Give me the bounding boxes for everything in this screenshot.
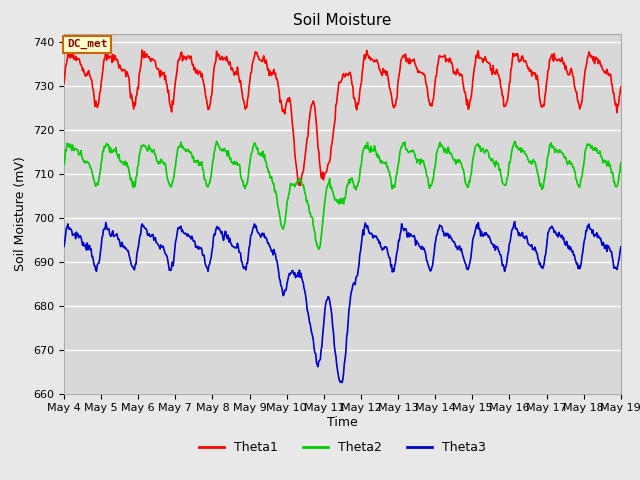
Theta2	[412, 155, 419, 161]
Legend: Theta1, Theta2, Theta3: Theta1, Theta2, Theta3	[194, 436, 491, 459]
Theta2	[214, 141, 222, 147]
Theta3	[338, 380, 346, 385]
Theta3	[428, 267, 435, 273]
Theta2	[617, 160, 625, 166]
Text: DC_met: DC_met	[67, 39, 108, 49]
Theta3	[184, 231, 192, 237]
Theta1	[70, 57, 78, 62]
Theta3	[127, 262, 135, 268]
X-axis label: Time: Time	[327, 416, 358, 429]
Theta3	[411, 234, 419, 240]
Theta2	[60, 162, 68, 168]
Line: Theta1: Theta1	[64, 49, 621, 185]
Y-axis label: Soil Moisture (mV): Soil Moisture (mV)	[15, 156, 28, 271]
Theta1	[214, 52, 222, 58]
Theta1	[185, 53, 193, 59]
Theta1	[102, 47, 109, 52]
Title: Soil Moisture: Soil Moisture	[293, 13, 392, 28]
Theta2	[212, 138, 220, 144]
Line: Theta2: Theta2	[64, 141, 621, 249]
Theta1	[128, 96, 136, 102]
Theta3	[617, 244, 625, 250]
Theta2	[184, 146, 192, 152]
Theta2	[127, 176, 135, 181]
Theta1	[412, 62, 419, 68]
Theta3	[511, 219, 518, 225]
Line: Theta3: Theta3	[64, 222, 621, 383]
Theta1	[428, 103, 436, 109]
Theta2	[315, 246, 323, 252]
Theta1	[617, 84, 625, 90]
Theta1	[60, 80, 68, 86]
Theta1	[296, 182, 304, 188]
Theta2	[428, 181, 436, 187]
Theta3	[60, 243, 68, 249]
Theta2	[70, 147, 78, 153]
Theta3	[70, 231, 78, 237]
Theta3	[214, 224, 221, 229]
